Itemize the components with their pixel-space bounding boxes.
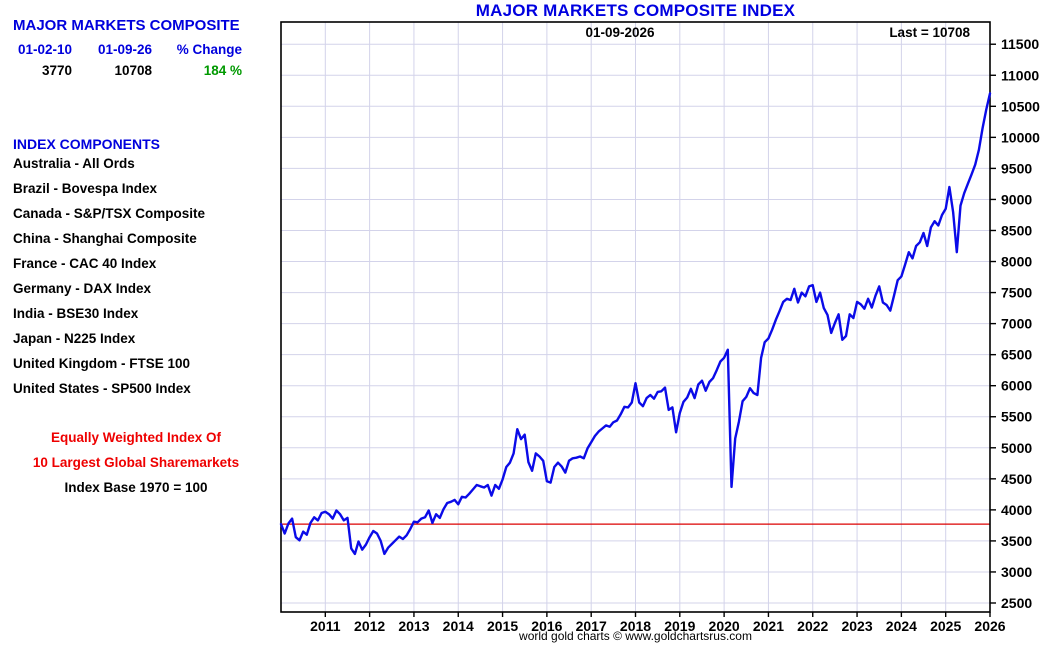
svg-text:2025: 2025: [930, 618, 961, 634]
svg-text:6000: 6000: [1001, 378, 1032, 394]
change-header: % Change: [176, 42, 242, 57]
svg-text:2023: 2023: [841, 618, 872, 634]
chart-footer-credit: world gold charts © www.goldchartsrus.co…: [519, 629, 752, 643]
svg-text:2018: 2018: [620, 618, 651, 634]
svg-text:2014: 2014: [443, 618, 474, 634]
svg-text:2016: 2016: [531, 618, 562, 634]
index-line: [279, 92, 992, 556]
svg-text:2019: 2019: [664, 618, 695, 634]
svg-text:7500: 7500: [1001, 285, 1032, 301]
summary-table: 01-02-10 01-09-26 % Change 3770 10708 18…: [12, 40, 242, 81]
svg-text:4000: 4000: [1001, 502, 1032, 518]
end-date-header: 01-09-26: [97, 42, 152, 57]
svg-text:2015: 2015: [487, 618, 518, 634]
start-value: 3770: [41, 63, 72, 78]
svg-text:2022: 2022: [797, 618, 828, 634]
components-list: Australia - All Ords Brazil - Bovespa Ind…: [13, 156, 205, 406]
index-component: Japan - N225 Index: [13, 331, 136, 346]
svg-text:8000: 8000: [1001, 254, 1032, 270]
index-component: France - CAC 40 Index: [13, 256, 157, 271]
svg-text:11500: 11500: [1001, 36, 1039, 52]
index-component: Brazil - Bovespa Index: [13, 181, 158, 196]
axis-ticks: [324, 43, 996, 617]
svg-text:7000: 7000: [1001, 316, 1032, 332]
index-component: Australia - All Ords: [13, 156, 135, 171]
svg-text:9500: 9500: [1001, 160, 1032, 176]
note-index-base: Index Base 1970 = 100: [64, 480, 208, 495]
svg-text:9000: 9000: [1001, 191, 1032, 207]
index-component: Germany - DAX Index: [13, 281, 152, 296]
svg-text:3500: 3500: [1001, 533, 1032, 549]
change-value: 184 %: [203, 63, 242, 78]
svg-text:2020: 2020: [709, 618, 740, 634]
index-component: India - BSE30 Index: [13, 306, 139, 321]
svg-text:8500: 8500: [1001, 222, 1032, 238]
svg-text:2011: 2011: [310, 618, 341, 634]
y-axis-labels: 2500 3000 3500 4000 4500 5000 5500 6000 6500 7000…: [1001, 36, 1040, 611]
start-date-header: 01-02-10: [17, 42, 72, 57]
svg-text:2013: 2013: [398, 618, 429, 634]
x-axis-labels: 2011 2012 2013 2014 2015 2016 2017 2018 2019 2020…: [310, 618, 1006, 634]
svg-text:5000: 5000: [1001, 440, 1032, 456]
composite-title: MAJOR MARKETS COMPOSITE: [13, 17, 240, 34]
svg-text:10500: 10500: [1001, 98, 1040, 114]
svg-text:2017: 2017: [576, 618, 607, 634]
svg-text:3000: 3000: [1001, 564, 1032, 580]
chart-title: MAJOR MARKETS COMPOSITE INDEX: [475, 1, 796, 20]
svg-text:11000: 11000: [1001, 67, 1039, 83]
note-ten-largest: 10 Largest Global Sharemarkets: [32, 455, 240, 470]
index-component: Canada - S&P/TSX Composite: [13, 206, 206, 221]
components-title: INDEX COMPONENTS: [13, 136, 161, 152]
index-component: United States - SP500 Index: [13, 381, 191, 396]
svg-text:10000: 10000: [1001, 129, 1040, 145]
index-component: United Kingdom - FTSE 100: [13, 356, 191, 371]
svg-text:6500: 6500: [1001, 347, 1032, 363]
chart-last-label: Last = 10708: [889, 25, 970, 40]
svg-text:5500: 5500: [1001, 409, 1032, 425]
svg-text:2024: 2024: [886, 618, 917, 634]
svg-text:2021: 2021: [753, 618, 784, 634]
gridlines: [281, 22, 990, 612]
end-value: 10708: [114, 63, 152, 78]
chart-date-label: 01-09-2026: [585, 25, 655, 40]
svg-text:4500: 4500: [1001, 471, 1032, 487]
svg-text:2026: 2026: [974, 618, 1005, 634]
svg-text:2012: 2012: [354, 618, 385, 634]
index-component: China - Shanghai Composite: [13, 231, 197, 246]
svg-text:2500: 2500: [1001, 595, 1032, 611]
note-equally-weighted: Equally Weighted Index Of: [50, 430, 222, 445]
